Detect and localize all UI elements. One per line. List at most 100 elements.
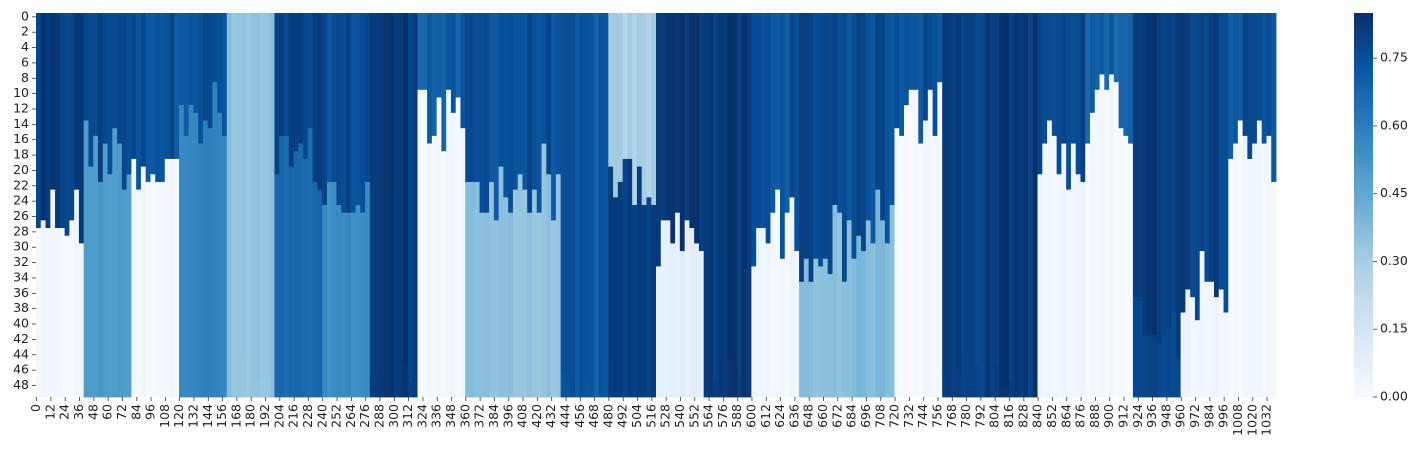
heatmap-cell-band [536,212,542,398]
heatmap-cell-band [904,13,910,106]
x-tick-label: 420 [529,404,544,428]
heatmap-cell-band [1242,13,1248,137]
heatmap-cell-band [851,13,857,260]
heatmap-cell-band [207,128,213,398]
heatmap-cell-band [55,228,61,398]
heatmap-cell-band [241,358,247,398]
heatmap-cell-band [1194,320,1201,398]
heatmap-cell-band [131,13,137,160]
heatmap-cell-band [1218,13,1224,290]
heatmap-cell-band [560,13,566,375]
heatmap-cell-band [646,197,652,398]
heatmap-cell-band [555,174,562,398]
heatmap-cell-band [59,228,66,398]
heatmap-cell-band [837,13,843,214]
heatmap-cell-band [465,181,471,398]
y-tick-label: 30 [13,239,29,254]
heatmap-cell-band [355,205,361,398]
heatmap-cell-band [1132,297,1139,398]
heatmap-cell-band [379,366,385,398]
colorbar-tick-label: 0.00 [1380,389,1408,404]
heatmap-cell-band [908,89,914,398]
heatmap-cell-band [603,358,609,398]
heatmap-cell-band [1142,13,1148,336]
x-tick-label: 936 [1144,404,1159,428]
heatmap-cell-band [679,251,686,398]
heatmap-cell-band [450,13,457,114]
y-tick-label: 40 [13,316,29,331]
x-tick-label: 1020 [1244,404,1259,436]
heatmap-cell-band [303,13,309,160]
heatmap-cell-band [822,13,829,260]
heatmap-cell-band [565,13,571,383]
heatmap-cell-band [770,13,776,214]
x-tick-label: 888 [1087,404,1102,428]
heatmap-cell-band [336,13,342,206]
heatmap-cell-band [436,97,442,398]
x-tick-label: 192 [257,404,272,428]
heatmap-cell-band [164,13,170,160]
heatmap-cell-band [870,243,876,398]
heatmap-cell-band [732,13,738,398]
heatmap-cell-band [331,181,337,398]
heatmap-cell-band [1175,358,1182,398]
heatmap-cell-band [1008,381,1015,398]
heatmap-cell-band [498,166,504,398]
heatmap-cell-band [489,13,495,183]
heatmap-cell-band [279,135,285,398]
heatmap-cell-band [765,243,771,398]
heatmap-cell-band [484,212,490,398]
heatmap-cell-band [193,112,199,398]
heatmap-cell-band [1037,174,1043,398]
heatmap-cell-band [460,13,466,129]
heatmap-cell-band [474,181,480,398]
heatmap-cell-band [884,13,891,244]
heatmap-cell-band [1047,120,1053,398]
colorbar-tick-label: 0.60 [1380,117,1408,132]
colorbar-tick-label: 0.15 [1380,321,1408,336]
x-tick-label: 492 [615,404,630,428]
heatmap-cell-band [1161,13,1167,336]
heatmap-cell-band [1070,143,1077,398]
x-tick-label: 660 [815,404,830,428]
x-tick-label: 648 [801,404,816,428]
heatmap-cell-band [1242,135,1248,398]
heatmap-cell-band [417,89,423,398]
x-tick-label: 1032 [1259,404,1274,436]
heatmap-cell-band [632,205,638,398]
heatmap-cell-band [222,13,228,137]
heatmap-cell-band [279,13,285,137]
x-tick-label: 144 [200,404,215,428]
heatmap-cell-band [1261,143,1267,398]
x-tick-label: 72 [114,404,129,420]
heatmap-cell-band [722,13,728,398]
heatmap-cell-band [827,274,833,398]
heatmap-cell-band [388,13,395,398]
heatmap-cell-band [589,13,595,398]
heatmap-cell-band [121,189,128,398]
heatmap-cell-band [1004,13,1010,390]
heatmap-cell-band [1094,89,1100,398]
heatmap-cell-band [670,243,676,398]
heatmap-cell-band [331,13,337,183]
heatmap-cell-band [59,13,66,229]
heatmap-cell-band [1137,13,1143,298]
heatmap-cell-band [64,13,70,237]
heatmap-cell-band [546,13,552,175]
heatmap-cell-band [446,13,452,91]
heatmap-cell-band [40,13,46,221]
colorbar-axis: 0.00 0.15 0.30 0.45 0.60 0.75 [1373,50,1408,404]
x-tick-label: 84 [128,404,143,420]
heatmap-cell-band [670,13,676,244]
heatmap-cell-band [799,281,805,398]
heatmap-cell-band [212,82,218,398]
heatmap-cell-band [98,13,104,183]
heatmap-cell-band [780,258,786,398]
x-tick-label: 276 [357,404,372,428]
heatmap-cell-band [417,13,423,91]
heatmap-cell-band [975,366,981,398]
y-tick-label: 14 [13,116,29,131]
heatmap-cell-band [160,13,166,183]
heatmap-cell-band [508,212,514,398]
x-tick-label: 564 [701,404,716,428]
